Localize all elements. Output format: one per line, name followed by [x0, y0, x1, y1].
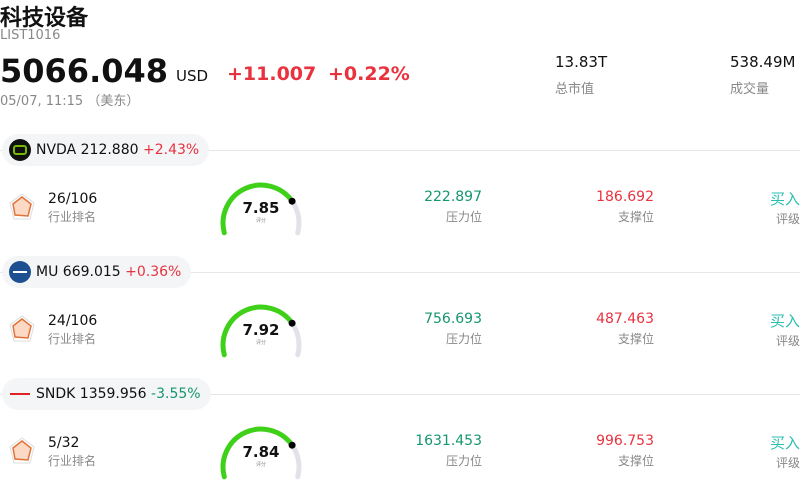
stock-price: 669.015 — [62, 264, 121, 280]
score-label: 评分 — [255, 218, 266, 224]
stock-change: +2.43% — [142, 142, 200, 158]
stock-change: -3.55% — [151, 386, 201, 402]
rating: 买入 — [769, 434, 800, 452]
rating-label: 评级 — [775, 334, 800, 348]
score: 7.84 — [242, 443, 280, 461]
price: 5066.048 — [0, 52, 169, 90]
time: 05/07, 11:15 （美东） — [0, 94, 140, 109]
score-label: 评分 — [255, 462, 266, 468]
stat-value: 13.83T — [555, 53, 608, 71]
score-gauge — [220, 182, 302, 236]
change: +11.007 — [227, 63, 317, 85]
stock-pill[interactable]: MU 669.015 +0.36% — [2, 256, 192, 288]
stat-label: 成交量 — [730, 82, 770, 97]
ticker: MU — [36, 264, 59, 280]
score-gauge — [220, 426, 302, 480]
rating: 买入 — [769, 190, 800, 208]
rank-icon — [9, 315, 35, 342]
resistance: 756.693 — [424, 311, 482, 327]
support: 996.753 — [596, 433, 654, 449]
stock-logo — [10, 393, 30, 395]
rank-icon — [9, 193, 35, 220]
rating: 买入 — [769, 312, 800, 330]
divider — [0, 150, 800, 151]
support-label: 支撑位 — [617, 210, 654, 224]
stock-pill[interactable]: NVDA 212.880 +2.43% — [2, 134, 210, 166]
rank-label: 行业排名 — [48, 332, 97, 346]
resistance: 222.897 — [424, 189, 482, 205]
rank-label: 行业排名 — [48, 454, 97, 468]
stock-logo — [9, 139, 31, 161]
resistance: 1631.453 — [415, 433, 482, 449]
code: LIST1016 — [0, 28, 61, 43]
score-gauge — [220, 304, 302, 358]
score-label: 评分 — [255, 340, 266, 346]
support-label: 支撑位 — [617, 454, 654, 468]
stat-value: 538.49M — [730, 53, 796, 71]
currency: USD — [176, 67, 209, 85]
rank: 5/32 — [48, 435, 80, 451]
rank: 26/106 — [48, 191, 98, 207]
ticker: NVDA — [36, 142, 77, 158]
ticker: SNDK — [36, 386, 76, 402]
resistance-label: 压力位 — [445, 454, 482, 468]
rating-label: 评级 — [775, 212, 800, 226]
stock-change: +0.36% — [125, 264, 182, 280]
rating-label: 评级 — [775, 456, 800, 470]
score: 7.92 — [242, 321, 280, 339]
stock-price: 1359.956 — [79, 386, 147, 402]
support: 487.463 — [596, 311, 654, 327]
resistance-label: 压力位 — [445, 210, 482, 224]
divider — [0, 272, 800, 273]
stock-pill[interactable]: SNDK 1359.956 -3.55% — [2, 378, 211, 410]
stat-label: 总市值 — [555, 82, 595, 97]
stock-logo — [9, 261, 31, 283]
stock-price: 212.880 — [80, 142, 139, 158]
support: 186.692 — [596, 189, 654, 205]
divider — [0, 394, 800, 395]
score: 7.85 — [242, 199, 280, 217]
rank: 24/106 — [48, 313, 98, 329]
support-label: 支撑位 — [617, 332, 654, 346]
title: 科技设备 — [0, 6, 89, 31]
change-pct: +0.22% — [328, 63, 410, 85]
rank-icon — [9, 437, 35, 464]
rank-label: 行业排名 — [48, 210, 97, 224]
resistance-label: 压力位 — [445, 332, 482, 346]
